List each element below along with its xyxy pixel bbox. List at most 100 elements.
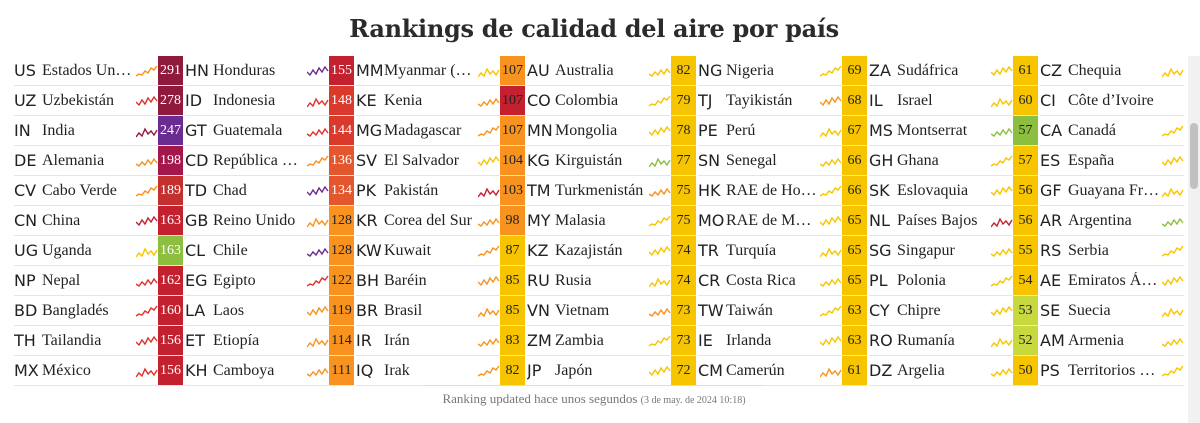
country-name[interactable]: Armenia xyxy=(1068,331,1124,349)
country-name[interactable]: Pakistán xyxy=(384,181,439,199)
country-row[interactable]: SN Senegal 66 xyxy=(698,146,867,176)
country-row[interactable]: ES España xyxy=(1040,146,1184,176)
country-row[interactable]: ET Etiopía 114 xyxy=(185,326,354,356)
country-row[interactable]: ZA Sudáfrica 61 xyxy=(869,56,1038,86)
country-name[interactable]: España xyxy=(1068,151,1115,169)
country-name[interactable]: Corea del Sur xyxy=(384,211,472,229)
country-name[interactable]: Sudáfrica xyxy=(897,61,959,79)
country-name[interactable]: Baréin xyxy=(384,271,427,289)
country-row[interactable]: MG Madagascar 107 xyxy=(356,116,525,146)
country-row[interactable]: CN China 163 xyxy=(14,206,183,236)
country-name[interactable]: Nepal xyxy=(42,271,81,289)
country-row[interactable]: BH Baréin 85 xyxy=(356,266,525,296)
country-name[interactable]: Irak xyxy=(384,361,410,379)
country-name[interactable]: Camerún xyxy=(726,361,785,379)
country-row[interactable]: GF Guayana Francesa xyxy=(1040,176,1184,206)
country-name[interactable]: Camboya xyxy=(213,361,275,379)
country-row[interactable]: CA Canadá xyxy=(1040,116,1184,146)
country-row[interactable]: RS Serbia xyxy=(1040,236,1184,266)
country-name[interactable]: Kazajistán xyxy=(555,241,623,259)
country-name[interactable]: Mongolia xyxy=(555,121,618,139)
country-name[interactable]: Colombia xyxy=(555,91,619,109)
country-row[interactable]: IL Israel 60 xyxy=(869,86,1038,116)
country-name[interactable]: Alemania xyxy=(42,151,105,169)
country-row[interactable]: AE Emiratos Árabes xyxy=(1040,266,1184,296)
country-row[interactable]: CY Chipre 53 xyxy=(869,296,1038,326)
country-name[interactable]: Costa Rica xyxy=(726,271,796,289)
country-name[interactable]: Rusia xyxy=(555,271,592,289)
country-name[interactable]: Tayikistán xyxy=(726,91,793,109)
country-name[interactable]: Reino Unido xyxy=(213,211,296,229)
country-row[interactable]: MY Malasia 75 xyxy=(527,206,696,236)
country-name[interactable]: Israel xyxy=(897,91,933,109)
country-row[interactable]: CR Costa Rica 65 xyxy=(698,266,867,296)
country-row[interactable]: CL Chile 128 xyxy=(185,236,354,266)
country-row[interactable]: SE Suecia xyxy=(1040,296,1184,326)
country-name[interactable]: Perú xyxy=(726,121,756,139)
country-name[interactable]: Laos xyxy=(213,301,245,319)
country-name[interactable]: Serbia xyxy=(1068,241,1109,259)
country-name[interactable]: Rumanía xyxy=(897,331,955,349)
country-name[interactable]: Turquía xyxy=(726,241,777,259)
country-row[interactable]: IQ Irak 82 xyxy=(356,356,525,386)
country-name[interactable]: Polonia xyxy=(897,271,946,289)
country-row[interactable]: NG Nigeria 69 xyxy=(698,56,867,86)
country-name[interactable]: Senegal xyxy=(726,151,777,169)
country-name[interactable]: Montserrat xyxy=(897,121,968,139)
country-name[interactable]: Estados Unidos xyxy=(42,61,134,79)
country-row[interactable]: TR Turquía 65 xyxy=(698,236,867,266)
country-name[interactable]: Irán xyxy=(384,331,410,349)
country-name[interactable]: Taiwán xyxy=(726,301,773,319)
country-name[interactable]: Malasia xyxy=(555,211,606,229)
country-name[interactable]: Argelia xyxy=(897,361,945,379)
country-row[interactable]: SK Eslovaquia 56 xyxy=(869,176,1038,206)
country-row[interactable]: HK RAE de Hong Kong 66 xyxy=(698,176,867,206)
country-name[interactable]: Kirguistán xyxy=(555,151,623,169)
country-row[interactable]: ID Indonesia 148 xyxy=(185,86,354,116)
country-row[interactable]: AU Australia 82 xyxy=(527,56,696,86)
country-row[interactable]: JP Japón 72 xyxy=(527,356,696,386)
country-name[interactable]: Kenia xyxy=(384,91,423,109)
country-row[interactable]: MN Mongolia 78 xyxy=(527,116,696,146)
country-name[interactable]: RAE de Macao xyxy=(726,211,818,229)
country-name[interactable]: RAE de Hong Kong xyxy=(726,181,818,199)
country-name[interactable]: Tailandia xyxy=(42,331,102,349)
country-name[interactable]: Indonesia xyxy=(213,91,276,109)
country-name[interactable]: Myanmar (Birmania) xyxy=(384,61,476,79)
country-name[interactable]: Bangladés xyxy=(42,301,109,319)
country-name[interactable]: Chile xyxy=(213,241,248,259)
country-row[interactable]: GT Guatemala 144 xyxy=(185,116,354,146)
country-name[interactable]: Madagascar xyxy=(384,121,462,139)
country-name[interactable]: Vietnam xyxy=(555,301,610,319)
country-name[interactable]: El Salvador xyxy=(384,151,460,169)
country-row[interactable]: MS Montserrat 57 xyxy=(869,116,1038,146)
country-name[interactable]: Territorios Palestinos xyxy=(1068,361,1160,379)
country-name[interactable]: India xyxy=(42,121,75,139)
country-name[interactable]: China xyxy=(42,211,81,229)
country-row[interactable]: CV Cabo Verde 189 xyxy=(14,176,183,206)
country-row[interactable]: KE Kenia 107 xyxy=(356,86,525,116)
country-row[interactable]: EG Egipto 122 xyxy=(185,266,354,296)
country-row[interactable]: KZ Kazajistán 74 xyxy=(527,236,696,266)
country-row[interactable]: RO Rumanía 52 xyxy=(869,326,1038,356)
country-row[interactable]: IE Irlanda 63 xyxy=(698,326,867,356)
country-row[interactable]: KH Camboya 111 xyxy=(185,356,354,386)
country-row[interactable]: AM Armenia xyxy=(1040,326,1184,356)
country-name[interactable]: Suecia xyxy=(1068,301,1111,319)
country-row[interactable]: GH Ghana 57 xyxy=(869,146,1038,176)
country-row[interactable]: IR Irán 83 xyxy=(356,326,525,356)
country-row[interactable]: UZ Uzbekistán 278 xyxy=(14,86,183,116)
country-row[interactable]: KR Corea del Sur 98 xyxy=(356,206,525,236)
country-name[interactable]: Eslovaquia xyxy=(897,181,969,199)
country-row[interactable]: CZ Chequia xyxy=(1040,56,1184,86)
country-row[interactable]: SV El Salvador 104 xyxy=(356,146,525,176)
country-row[interactable]: IN India 247 xyxy=(14,116,183,146)
country-name[interactable]: Ghana xyxy=(897,151,939,169)
country-name[interactable]: Chipre xyxy=(897,301,941,319)
country-name[interactable]: Uganda xyxy=(42,241,92,259)
country-row[interactable]: RU Rusia 74 xyxy=(527,266,696,296)
country-name[interactable]: Turkmenistán xyxy=(555,181,644,199)
country-name[interactable]: Nigeria xyxy=(726,61,774,79)
country-row[interactable]: KG Kirguistán 77 xyxy=(527,146,696,176)
